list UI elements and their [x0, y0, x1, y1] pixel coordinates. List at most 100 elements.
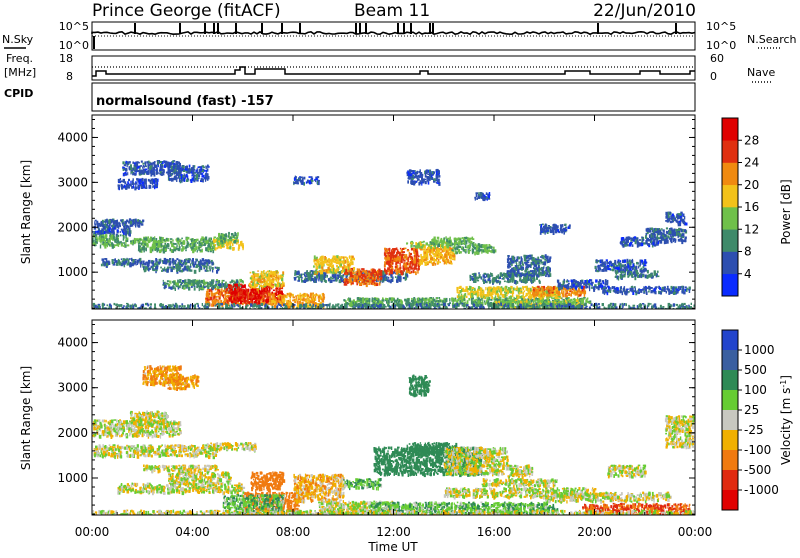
heatmap-cell [209, 289, 211, 292]
heatmap-cell [272, 294, 274, 297]
heatmap-cell [171, 267, 174, 269]
heatmap-cell [113, 237, 115, 240]
heatmap-cell [136, 183, 138, 185]
heatmap-cell [542, 274, 545, 276]
heatmap-cell [366, 280, 368, 282]
heatmap-cell [344, 283, 346, 286]
date-label: 22/Jun/2010 [593, 1, 696, 21]
heatmap-cell [134, 241, 136, 243]
heatmap-cell [238, 298, 241, 302]
heatmap-cell [195, 266, 198, 268]
heatmap-cell [134, 173, 136, 176]
heatmap-cell [185, 249, 187, 251]
heatmap-cell [199, 269, 201, 273]
heatmap-cell [349, 255, 350, 258]
heatmap-cell [396, 248, 397, 250]
heatmap-cell [468, 250, 470, 254]
heatmap-cell [356, 273, 358, 275]
heatmap-cell [504, 281, 506, 283]
heatmap-cell [153, 180, 155, 182]
heatmap-cell [493, 277, 496, 280]
heatmap-cell [535, 261, 536, 263]
heatmap-cell [216, 279, 218, 281]
heatmap-cell [104, 231, 106, 234]
heatmap-cell [123, 226, 124, 228]
noise-right-tick-top: 10^5 [706, 20, 736, 33]
heatmap-cell [168, 165, 170, 167]
heatmap-cell [472, 243, 473, 247]
heatmap-cell [352, 272, 355, 274]
heatmap-cell [352, 275, 353, 278]
heatmap-cell [284, 299, 285, 301]
heatmap-cell [169, 263, 172, 266]
heatmap-cell [506, 281, 508, 283]
heatmap-cell [204, 286, 206, 288]
heatmap-cell [195, 244, 196, 247]
heatmap-cell [356, 275, 358, 279]
heatmap-cell [161, 243, 162, 247]
heatmap-cell [334, 256, 335, 260]
heatmap-cell [406, 263, 408, 266]
heatmap-cell [155, 184, 157, 187]
heatmap-cell [243, 282, 244, 284]
heatmap-cell [189, 165, 191, 168]
heatmap-cell [521, 266, 522, 268]
heatmap-cell [220, 236, 222, 240]
heatmap-cell [296, 272, 298, 275]
heatmap-cell [194, 270, 197, 274]
heatmap-cell [125, 235, 127, 239]
heatmap-cell [212, 267, 214, 270]
heatmap-cell [208, 296, 210, 299]
heatmap-cell [199, 287, 200, 291]
heatmap-cell [228, 286, 229, 288]
heatmap-cell [185, 168, 187, 170]
heatmap-cell [126, 240, 128, 242]
heatmap-cell [131, 258, 133, 262]
heatmap-cell [367, 276, 369, 278]
heatmap-cell [141, 161, 143, 163]
heatmap-cell [438, 256, 439, 258]
heatmap-cell [189, 245, 191, 247]
heatmap-cell [106, 258, 108, 262]
heatmap-cell [215, 267, 217, 269]
heatmap-cell [163, 261, 166, 264]
heatmap-cell [329, 265, 331, 268]
heatmap-cell [318, 262, 319, 266]
heatmap-cell [189, 283, 191, 285]
heatmap-cell [144, 264, 146, 266]
heatmap-cell [202, 175, 204, 177]
heatmap-cell [281, 277, 283, 281]
heatmap-cell [226, 244, 228, 247]
heatmap-cell [278, 295, 280, 297]
heatmap-cell [243, 299, 245, 302]
heatmap-cell [127, 225, 129, 227]
heatmap-cell [481, 245, 482, 248]
heatmap-cell [153, 162, 156, 165]
heatmap-cell [337, 270, 339, 272]
heatmap-cell [269, 299, 271, 302]
heatmap-cell [408, 263, 410, 266]
heatmap-cell [412, 263, 413, 266]
heatmap-cell [237, 288, 239, 290]
heatmap-cell [231, 239, 233, 241]
heatmap-cell [179, 279, 181, 281]
heatmap-cell [478, 248, 480, 251]
heatmap-cell [385, 270, 387, 272]
heatmap-cell [454, 244, 456, 246]
heatmap-cell [181, 168, 182, 172]
heatmap-cell [541, 255, 544, 257]
heatmap-cell [362, 274, 365, 277]
heatmap-cell [446, 242, 448, 245]
heatmap-cell [287, 300, 288, 302]
heatmap-cell [200, 266, 202, 269]
heatmap-cell [344, 273, 346, 275]
heatmap-cell [97, 232, 99, 234]
heatmap-cell [115, 226, 117, 228]
heatmap-cell [134, 187, 136, 191]
heatmap-cell [240, 288, 241, 292]
heatmap-cell [529, 255, 531, 257]
heatmap-cell [478, 272, 480, 274]
heatmap-cell [207, 259, 209, 263]
heatmap-cell [167, 261, 169, 263]
heatmap-cell [153, 239, 155, 242]
